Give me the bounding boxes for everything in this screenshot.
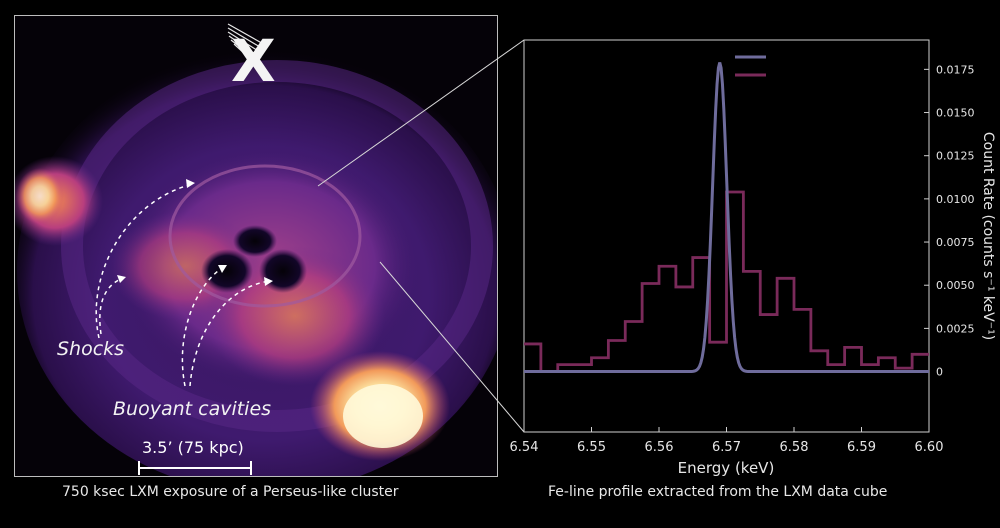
- x-axis-label: Energy (keV): [678, 459, 775, 477]
- logo-fan-icon: [227, 23, 268, 67]
- x-tick-label: 6.55: [577, 440, 606, 455]
- left-hot-spot: [16, 168, 64, 224]
- scale-bar: [138, 461, 252, 475]
- zoom-connector-lines: [317, 39, 525, 433]
- y-tick-label: 0.0175: [936, 63, 975, 76]
- x-tick-label: 6.56: [645, 440, 674, 455]
- legend: [735, 55, 766, 77]
- y-tick-label: 0.0100: [936, 193, 975, 206]
- shock-shell: [168, 164, 362, 308]
- x-tick-label: 6.59: [847, 440, 876, 455]
- x-tick-label: 6.54: [510, 440, 539, 455]
- arrow-heads: [117, 179, 273, 286]
- right-caption: Fe-line profile extracted from the LXM d…: [548, 484, 888, 500]
- series-data-step: [524, 190, 929, 373]
- x-tick-label: 6.57: [712, 440, 741, 455]
- y-tick-label: 0.0150: [936, 107, 975, 120]
- y-tick-label: 0.0050: [936, 279, 975, 292]
- x-tick-label: 6.60: [915, 440, 944, 455]
- cluster-ring: [61, 60, 493, 432]
- logo-letter: X: [231, 27, 276, 95]
- x-axis-ticks: 6.54 6.55 6.56 6.57 6.58 6.59 6.60: [510, 427, 944, 455]
- x-tick-label: 6.58: [780, 440, 809, 455]
- series-model-gaussian: [524, 62, 929, 374]
- y-tick-label: 0: [936, 366, 943, 379]
- cavity-top: [233, 225, 277, 257]
- y-axis-label: Count Rate (counts s⁻¹ keV⁻¹): [980, 132, 996, 340]
- annotation-cavities: Buoyant cavities: [113, 398, 272, 420]
- cluster-image-panel: X Shocks Buoyant cavities 3.5’ (75 kpc): [14, 15, 498, 477]
- left-caption: 750 ksec LXM exposure of a Perseus-like …: [62, 484, 399, 500]
- scale-bar-label: 3.5’ (75 kpc): [142, 438, 244, 457]
- shock-arrows: [95, 183, 271, 387]
- cavity-left: [201, 249, 253, 293]
- cluster-image: [15, 23, 497, 476]
- annotation-shocks: Shocks: [57, 338, 125, 360]
- y-tick-label: 0.0075: [936, 236, 975, 249]
- y-tick-label: 0.0125: [936, 150, 975, 163]
- y-tick-label: 0.0025: [936, 322, 975, 335]
- bright-core: [343, 384, 423, 448]
- y-axis-ticks: 0 0.0025 0.0050 0.0075 0.0100 0.0125 0.0150 0.0…: [924, 63, 975, 379]
